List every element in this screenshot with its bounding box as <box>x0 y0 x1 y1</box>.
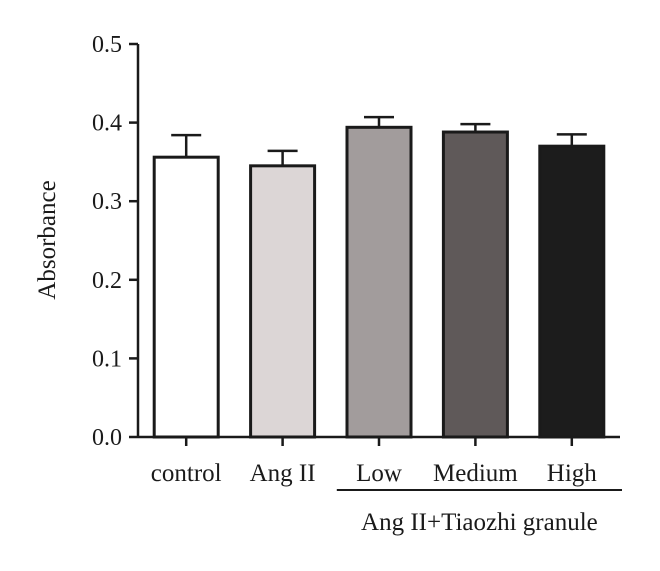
x-tick-label: Medium <box>433 460 518 487</box>
y-tick-label: 0.1 <box>92 346 122 372</box>
y-tick-label: 0.3 <box>92 189 122 215</box>
x-tick-label: Low <box>356 460 402 487</box>
x-axis: control Ang II Low Medium High <box>138 435 620 487</box>
bar <box>249 164 317 439</box>
bars-group <box>152 115 606 439</box>
y-tick-label: 0.4 <box>92 111 122 137</box>
y-axis-label: Absorbance <box>34 180 61 299</box>
group-label: Ang II+Tiaozhi granule <box>361 509 598 536</box>
y-tick-label: 0.2 <box>92 268 122 294</box>
x-tick-label: Ang II <box>250 460 316 487</box>
bar <box>538 144 606 439</box>
bar <box>441 130 509 439</box>
y-tick-label: 0.0 <box>92 425 122 451</box>
x-tick-label: High <box>547 460 598 487</box>
x-tick-label: control <box>151 460 222 487</box>
y-tick-label: 0.5 <box>92 32 122 58</box>
y-axis: 0.0 0.1 0.2 0.3 0.4 0.5 <box>92 32 140 451</box>
bar <box>345 125 413 439</box>
bar <box>152 155 220 439</box>
